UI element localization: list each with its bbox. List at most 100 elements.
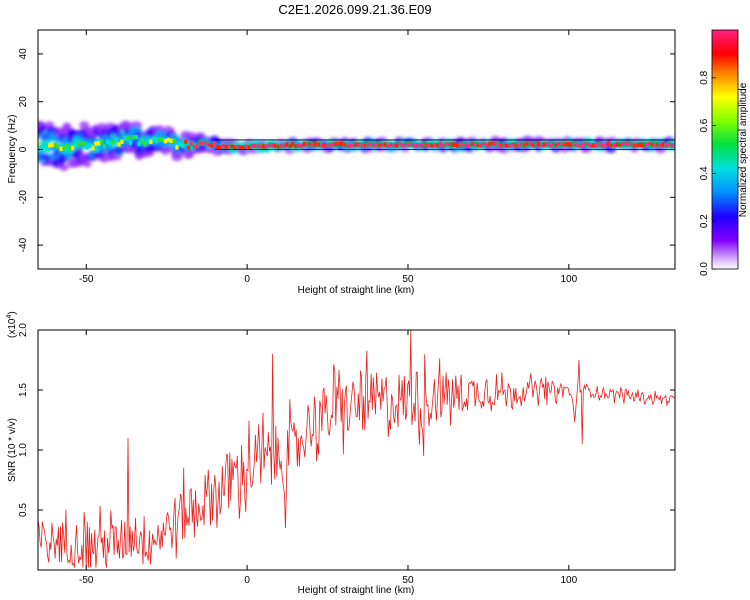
x-tick-label: 0 bbox=[244, 575, 250, 586]
spectrogram-cell bbox=[233, 145, 237, 150]
spectrogram-cell bbox=[589, 143, 593, 149]
spectrogram-cell bbox=[117, 142, 121, 147]
snr-series-line bbox=[38, 330, 675, 568]
spectrogram-y-label: Frequency (Hz) bbox=[7, 115, 18, 184]
spectrogram-cell bbox=[76, 142, 81, 147]
spectrogram-cell bbox=[262, 144, 266, 149]
spectrogram-cell bbox=[175, 145, 179, 150]
spectrogram-cell bbox=[140, 138, 144, 143]
spectrogram-cell bbox=[380, 142, 385, 148]
spectrogram-cell bbox=[39, 145, 43, 150]
y-tick-label: 2.0 bbox=[18, 323, 29, 337]
colorbar-tick-label: 0.2 bbox=[699, 214, 710, 228]
y-tick-label: -40 bbox=[18, 237, 29, 252]
spectrogram-cell bbox=[592, 143, 596, 148]
chart-title: C2E1.2026.099.21.36.E09 bbox=[278, 2, 432, 17]
spectrogram-cell bbox=[56, 144, 60, 149]
spectrogram-cell bbox=[62, 122, 72, 130]
spectrogram-cell bbox=[215, 144, 220, 150]
spectrogram-cell bbox=[195, 142, 200, 148]
spectrogram-cell bbox=[91, 146, 95, 151]
spectrogram-cell bbox=[163, 139, 167, 144]
spectrogram-cell bbox=[450, 141, 454, 147]
spectrogram-cell bbox=[218, 145, 223, 150]
spectrogram-cell bbox=[537, 142, 541, 147]
spectrogram-cell bbox=[658, 143, 663, 149]
x-tick-label: -50 bbox=[79, 274, 94, 285]
spectrogram-cell bbox=[505, 143, 509, 148]
spectrogram-cell bbox=[172, 138, 176, 143]
spectrogram-cell bbox=[100, 139, 104, 144]
spectrogram-cell bbox=[319, 142, 324, 148]
colorbar-gradient bbox=[711, 29, 739, 270]
spectrogram-cell bbox=[635, 142, 640, 148]
colorbar: 0.0 0.2 0.4 0.6 0.8 Normalized spectral ampl… bbox=[699, 29, 749, 276]
x-tick-label: 0 bbox=[244, 274, 250, 285]
spectrogram-x-label: Height of straight line (km) bbox=[298, 285, 415, 296]
spectrogram-cell bbox=[392, 142, 397, 148]
y-tick-label: 40 bbox=[18, 48, 29, 60]
spectrogram-cell bbox=[186, 145, 191, 151]
spectrogram-cell bbox=[50, 142, 55, 148]
spectrogram-cell bbox=[79, 121, 90, 130]
spectrogram-cell bbox=[155, 138, 159, 144]
spectrogram-cell bbox=[502, 142, 507, 148]
spectrogram-cell bbox=[340, 141, 344, 147]
spectrogram-cell bbox=[239, 145, 243, 150]
snr-x-label: Height of straight line (km) bbox=[298, 585, 415, 596]
spectrogram-cell bbox=[314, 142, 318, 147]
spectrogram-cell bbox=[569, 142, 573, 147]
spectrogram-cell bbox=[383, 142, 388, 147]
snr-panel: -50 0 50 100 0.5 1.0 1.5 2.0 Height of straigh… bbox=[6, 311, 676, 596]
spectrogram-cell bbox=[484, 142, 489, 148]
spectrogram-cell bbox=[78, 153, 91, 164]
spectrogram-cell bbox=[73, 147, 84, 156]
snr-scale-label: (x104) bbox=[6, 311, 18, 338]
spectrogram-cell bbox=[131, 135, 136, 140]
spectrogram-cell bbox=[152, 136, 156, 142]
spectrogram-cell bbox=[395, 143, 399, 148]
spectrogram-cell bbox=[288, 143, 292, 149]
spectrogram-cell bbox=[224, 144, 228, 150]
spectrogram-cell bbox=[65, 143, 69, 148]
spectrogram-cell bbox=[59, 164, 69, 172]
x-tick-label: 50 bbox=[402, 274, 414, 285]
spectrogram-cell bbox=[158, 137, 162, 142]
spectrogram-cell bbox=[543, 142, 547, 147]
spectrogram-cell bbox=[82, 141, 86, 146]
spectrogram-cell bbox=[603, 143, 608, 149]
spectrogram-cell bbox=[97, 141, 101, 146]
spectrogram-cell bbox=[137, 141, 141, 147]
spectrogram-cell bbox=[102, 144, 107, 149]
spectrogram-cell bbox=[230, 143, 234, 149]
spectrogram-cell bbox=[167, 129, 175, 134]
x-tick-label: -50 bbox=[79, 575, 94, 586]
spectrogram-cell bbox=[129, 140, 133, 145]
spectrogram-cell bbox=[241, 145, 246, 150]
spectrogram-core bbox=[38, 134, 675, 151]
spectrogram-cell bbox=[282, 143, 287, 149]
spectrogram-cell bbox=[615, 142, 619, 147]
spectrogram-cell bbox=[62, 145, 66, 150]
spectrogram-cell bbox=[206, 142, 211, 148]
spectrogram-cell bbox=[178, 142, 182, 147]
spectrogram-cell bbox=[71, 145, 75, 151]
spectrogram-cell bbox=[302, 141, 306, 147]
spectrogram-cell bbox=[456, 143, 460, 148]
spectrogram-cell bbox=[606, 141, 611, 147]
spectrogram-cell bbox=[273, 143, 278, 148]
spectrogram-cell bbox=[285, 142, 289, 147]
spectrogram-cell bbox=[183, 139, 188, 145]
spectrogram-cell bbox=[59, 146, 63, 151]
spectrogram-cell bbox=[641, 142, 645, 147]
spectrogram-cell bbox=[143, 142, 147, 147]
colorbar-tick-label: 0.0 bbox=[699, 262, 710, 276]
x-tick-label: 100 bbox=[560, 274, 577, 285]
y-tick-label: 1.5 bbox=[18, 383, 29, 397]
spectrogram-cell bbox=[534, 142, 538, 148]
spectrogram-cell bbox=[670, 143, 675, 149]
spectrogram-cell bbox=[334, 141, 338, 147]
spectrogram-cell bbox=[123, 136, 127, 141]
spectrogram-cell bbox=[354, 142, 359, 147]
